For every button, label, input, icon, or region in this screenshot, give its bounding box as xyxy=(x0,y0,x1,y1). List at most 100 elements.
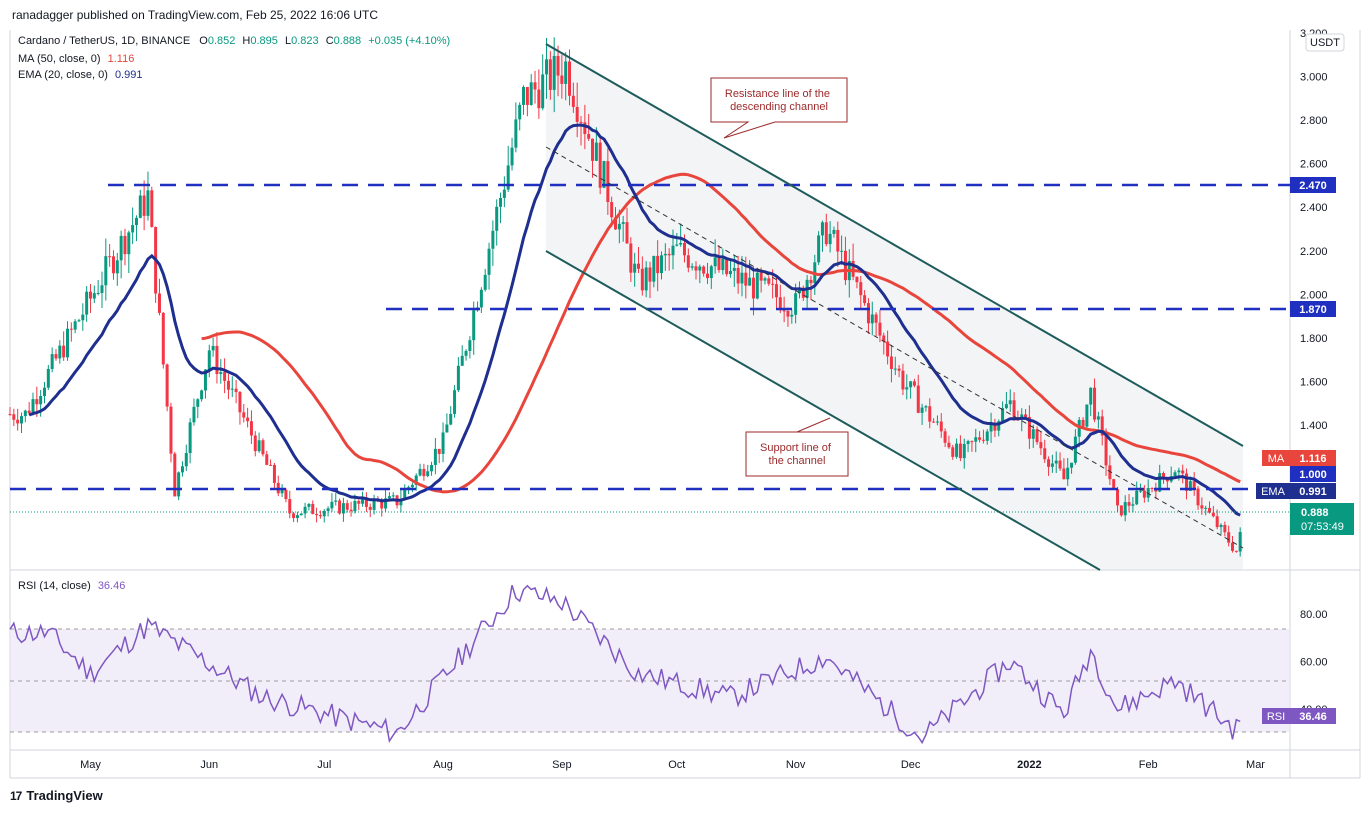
candle-body xyxy=(35,399,39,405)
candle-body xyxy=(403,489,407,499)
badge-ema-value-text: 0.991 xyxy=(1299,486,1327,498)
candle-body xyxy=(893,368,897,370)
time-tick-label: Jul xyxy=(317,759,331,771)
candle-body xyxy=(920,407,924,413)
candle-body xyxy=(180,466,184,473)
candle-body xyxy=(173,453,177,497)
candle-body xyxy=(138,195,142,218)
legend-l-value: 0.823 xyxy=(291,35,319,47)
candle-body xyxy=(748,277,752,286)
candle-body xyxy=(410,484,414,488)
candle-body xyxy=(717,257,721,271)
currency-box[interactable] xyxy=(1305,33,1345,52)
candle-body xyxy=(211,345,215,351)
candle-body xyxy=(702,266,706,274)
rsi-line xyxy=(9,584,1241,745)
time-tick-label: Dec xyxy=(901,759,921,771)
candle-body xyxy=(203,369,207,391)
candle-body xyxy=(1234,550,1238,552)
resistance-line[interactable] xyxy=(545,43,1244,447)
legend-change: +0.035 (+4.10%) xyxy=(368,35,451,47)
candle-body xyxy=(659,255,663,274)
candle-body xyxy=(1211,512,1215,517)
footer-brand[interactable]: 17 TradingView xyxy=(10,788,103,803)
candle-body xyxy=(1215,516,1219,528)
legend-ema-row[interactable]: EMA (20, close, 0) 0.991 xyxy=(18,69,142,81)
candle-body xyxy=(46,368,50,388)
support-line[interactable] xyxy=(545,250,1101,571)
candle-body xyxy=(338,500,342,514)
candle-body xyxy=(165,364,169,407)
candle-body xyxy=(583,122,587,135)
candle-body xyxy=(177,472,181,497)
candle-body xyxy=(591,138,595,161)
candle-body xyxy=(955,443,959,457)
candle-body xyxy=(820,222,824,236)
candle-body xyxy=(192,406,196,423)
legend-ma-row[interactable]: MA (50, close, 0) 1.116 xyxy=(18,53,134,65)
time-axis[interactable]: May Jun Jul Aug Sep Oct Nov Dec 2022 Feb Mar xyxy=(80,759,1265,771)
legend-rsi-row[interactable]: RSI (14, close) 36.46 xyxy=(18,580,125,592)
candle-body xyxy=(978,437,982,440)
candle-body xyxy=(533,82,537,90)
price-axis[interactable]: 3.2003.0002.8002.6002.4002.2002.0001.800… xyxy=(1300,28,1328,476)
candle-body xyxy=(50,354,54,369)
support-callout[interactable]: Support line of the channel xyxy=(745,417,849,477)
candle-body xyxy=(828,233,832,245)
candle-body xyxy=(1223,524,1227,533)
candle-body xyxy=(809,279,813,284)
badge-ema-label-text: EMA xyxy=(1261,486,1286,498)
badge-rsi-label xyxy=(1262,708,1290,724)
candle-body xyxy=(127,232,131,255)
candle-body xyxy=(790,314,794,317)
candle-body xyxy=(299,513,303,516)
candle-body xyxy=(679,242,683,245)
candle-body xyxy=(690,266,694,268)
candle-body xyxy=(556,55,560,76)
candle-body xyxy=(924,406,928,408)
candle-body xyxy=(453,390,457,414)
candle-body xyxy=(449,413,453,425)
candle-body xyxy=(652,255,656,282)
price-tick-label: 2.800 xyxy=(1300,115,1328,127)
candle-body xyxy=(537,89,541,109)
candle-body xyxy=(1043,448,1047,460)
resistance-callout[interactable]: Resistance line of the descending channe… xyxy=(710,77,848,139)
candle-body xyxy=(897,368,901,371)
candle-body xyxy=(88,291,92,299)
candle-body xyxy=(771,283,775,285)
candle-body xyxy=(870,314,874,324)
legend-symbol-row[interactable]: Cardano / TetherUS, 1D, BINANCE O0.852 H… xyxy=(18,35,450,47)
candle-body xyxy=(905,387,909,390)
candle-body xyxy=(962,444,966,459)
candle-body xyxy=(1123,502,1127,516)
candle-body xyxy=(253,435,257,452)
candle-body xyxy=(1204,507,1208,509)
candle-body xyxy=(491,230,495,249)
candle-body xyxy=(736,267,740,284)
candle-body xyxy=(399,498,403,506)
badge-ma-value-text: 1.116 xyxy=(1300,453,1327,465)
candle-body xyxy=(786,310,790,317)
candle-body xyxy=(640,268,644,291)
candle-body xyxy=(859,282,863,296)
candle-body xyxy=(150,190,154,227)
price-tick-label: 2.600 xyxy=(1300,159,1328,171)
candle-body xyxy=(73,321,77,330)
currency-label: USDT xyxy=(1310,37,1340,49)
ema-20-line xyxy=(28,123,1241,517)
price-tick-label: 2.000 xyxy=(1300,289,1328,301)
candle-body xyxy=(456,365,460,391)
candle-body xyxy=(1116,489,1120,506)
candle-body xyxy=(357,500,361,504)
candle-body xyxy=(686,255,690,268)
candle-body xyxy=(422,468,426,477)
candle-body xyxy=(223,372,227,381)
candle-body xyxy=(23,410,27,417)
candle-body xyxy=(433,448,437,465)
candle-body xyxy=(1047,459,1051,467)
candle-body xyxy=(836,229,840,252)
candle-body xyxy=(58,345,62,359)
